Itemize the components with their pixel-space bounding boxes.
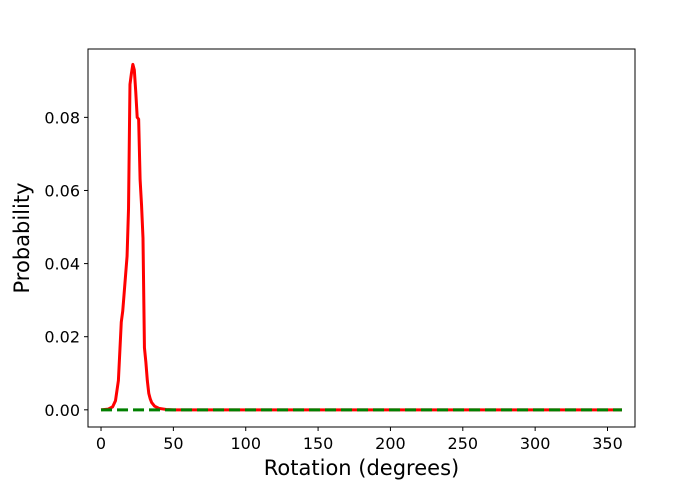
y-tick-label: 0.08	[44, 108, 80, 127]
x-ticks: 0 50 100 150 200 250 300 350	[96, 427, 623, 453]
x-axis-label: Rotation (degrees)	[264, 456, 459, 480]
x-tick-label: 0	[96, 434, 106, 453]
y-tick-label: 0.00	[44, 401, 80, 420]
x-tick-label: 200	[375, 434, 406, 453]
x-tick-label: 50	[163, 434, 183, 453]
y-tick-label: 0.06	[44, 181, 80, 200]
x-tick-label: 250	[448, 434, 479, 453]
series-layer	[100, 62, 622, 412]
series-line-0	[100, 62, 622, 412]
y-axis-label: Probability	[10, 182, 34, 293]
y-tick-label: 0.04	[44, 255, 80, 274]
y-tick-label: 0.02	[44, 328, 80, 347]
plot-frame	[87, 48, 636, 428]
x-tick-label: 350	[592, 434, 623, 453]
y-ticks: 0.00 0.02 0.04 0.06 0.08	[44, 108, 88, 420]
x-tick-label: 150	[303, 434, 334, 453]
x-tick-label: 300	[520, 434, 551, 453]
x-tick-label: 100	[230, 434, 261, 453]
